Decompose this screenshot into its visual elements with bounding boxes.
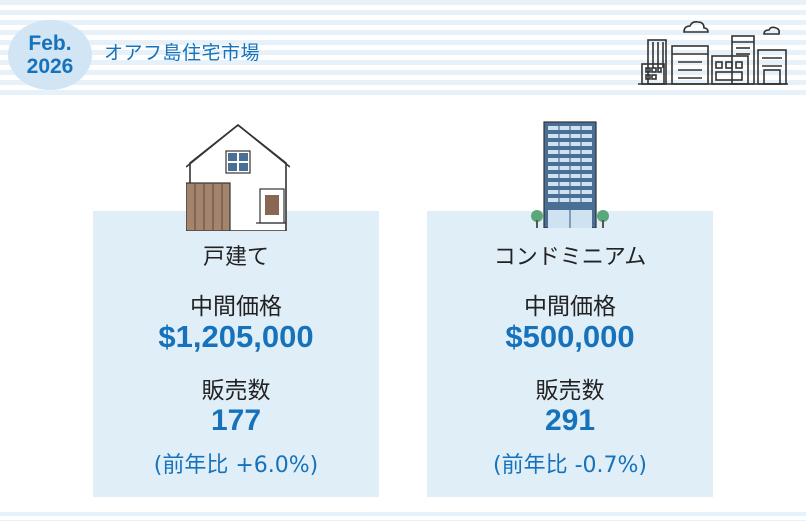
footer-stripe — [0, 512, 806, 521]
date-badge: Feb. 2026 — [8, 20, 92, 90]
sales-count-label: 販売数 — [201, 378, 271, 404]
house-icon — [186, 123, 290, 231]
yoy-change: (前年比 -0.7%) — [493, 453, 647, 478]
property-type-label: 戸建て — [202, 245, 269, 270]
date-month: Feb. — [28, 32, 72, 55]
sales-count-value: 177 — [210, 404, 262, 437]
median-price-label: 中間価格 — [524, 294, 616, 320]
date-year: 2026 — [26, 55, 74, 78]
median-price-value: $1,205,000 — [158, 319, 314, 354]
header-banner: Feb. 2026 オアフ島住宅市場 — [0, 0, 806, 100]
cityscape-icon — [638, 21, 788, 85]
page-title: オアフ島住宅市場 — [104, 42, 261, 64]
median-price-value: $500,000 — [505, 319, 635, 354]
median-price-label: 中間価格 — [190, 294, 282, 320]
condo-tower-icon — [531, 121, 609, 228]
sales-count-value: 291 — [544, 404, 596, 437]
property-type-label: コンドミニアム — [493, 245, 647, 270]
condo-card: コンドミニアム 中間価格 $500,000 販売数 291 (前年比 -0.7%… — [427, 211, 713, 497]
house-card: 戸建て 中間価格 $1,205,000 販売数 177 (前年比 +6.0%) — [93, 211, 379, 497]
sales-count-label: 販売数 — [535, 378, 605, 404]
yoy-change: (前年比 +6.0%) — [153, 453, 319, 478]
